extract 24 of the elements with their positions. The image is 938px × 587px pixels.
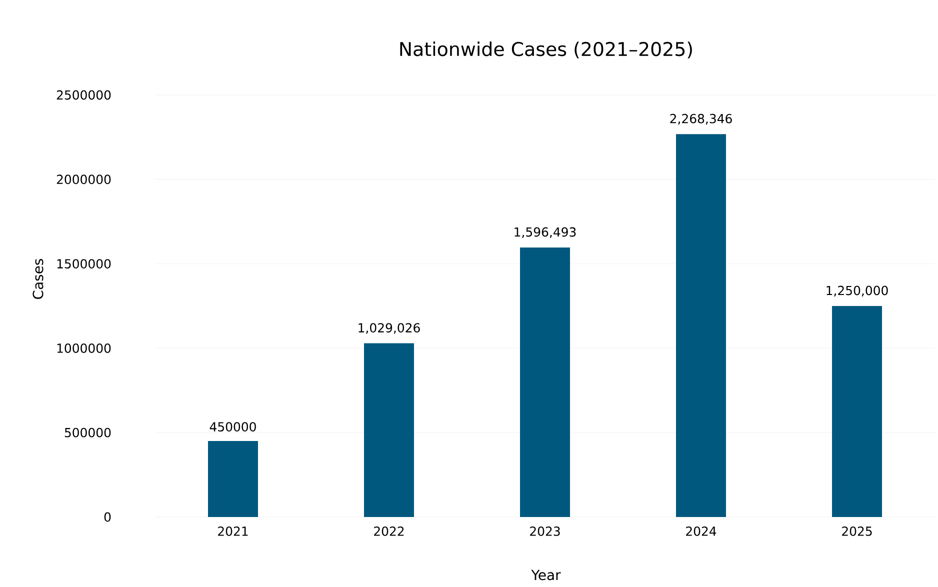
x-tick-label: 2024 [686,526,716,536]
data-label: 450000 [210,422,256,432]
bar [832,306,882,517]
data-label: 1,029,026 [358,323,420,334]
y-tick-label: 500000 [64,428,111,438]
y-tick-label: 1500000 [57,259,111,269]
y-axis-title: Cases [32,258,44,299]
bar [520,248,570,517]
x-tick-label: 2023 [530,526,560,536]
bar [676,134,726,517]
data-label: 1,596,493 [514,227,576,238]
data-label: 1,250,000 [826,286,888,296]
y-tick-label: 2500000 [56,90,111,100]
x-axis-title: Year [531,570,561,580]
chart-title: Nationwide Cases (2021–2025) [400,42,692,58]
x-tick-label: 2021 [218,526,248,536]
y-tick-label: 0 [104,512,111,522]
y-tick-label: 2000000 [56,174,111,184]
y-tick-label: 1000000 [57,343,111,353]
data-label: 2,268,346 [670,114,732,125]
x-tick-label: 2022 [374,526,404,536]
bar [208,441,258,517]
x-tick-label: 2025 [842,526,872,536]
bar [364,343,414,517]
